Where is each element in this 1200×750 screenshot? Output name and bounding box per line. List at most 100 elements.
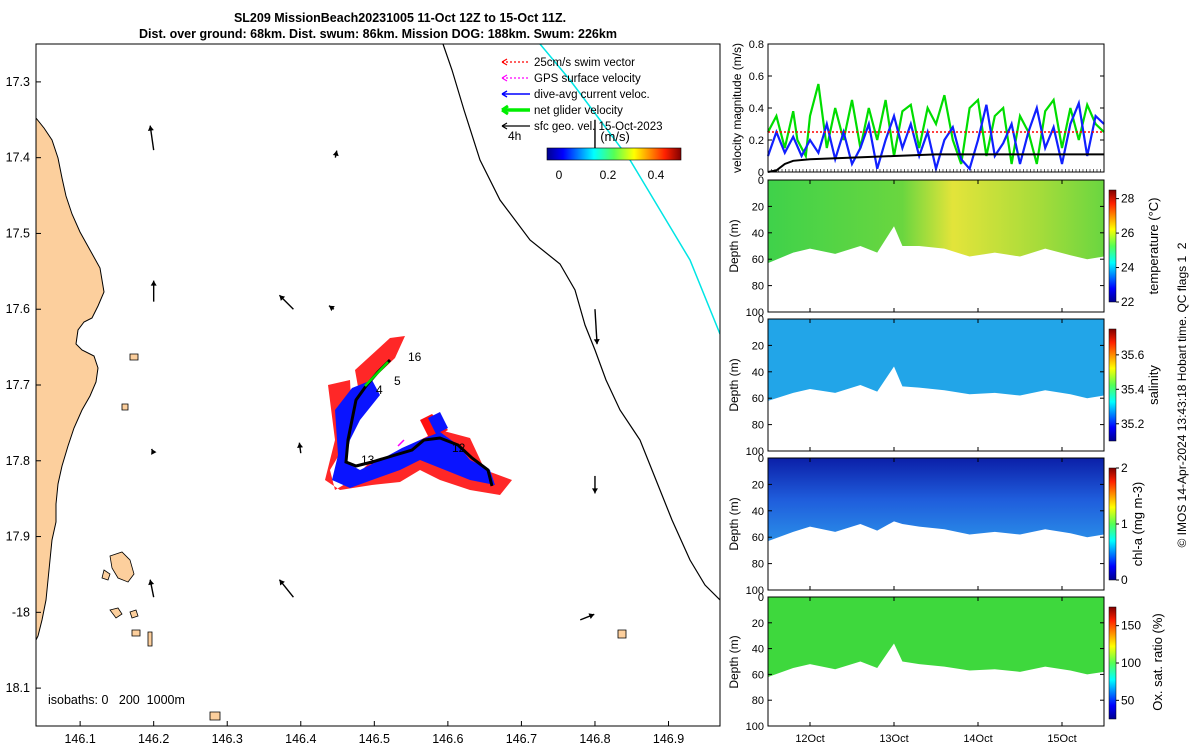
geo-velocity-arrow [148,579,155,598]
chla-axes: 0 20 40 60 80 100 [746,453,1104,597]
depth-tick-label: 80 [752,281,764,293]
oxygen-ylabel: Depth (m) [727,635,741,688]
geo-velocity-arrow [332,150,339,158]
island [129,609,139,619]
depth-tick-label: 60 [752,532,764,544]
map-x-tick-label: 146.2 [138,732,169,746]
map-legend: 25cm/s swim vector GPS surface velocity … [501,57,662,143]
map-y-tick-label: 17.4 [6,151,30,165]
glider-track-net-velocity [364,361,389,387]
colorbar-tick-label: 35.4 [1121,382,1145,396]
velocity-ylabel: velocity magnitude (m/s) [730,43,744,173]
depth-tick-label: 0 [758,175,764,187]
geo-velocity-arrow [278,579,294,598]
geo-velocity-arrow [593,309,600,345]
island [121,403,129,411]
gps-surface-velocity [397,439,405,447]
depth-tick-label: 0 [758,314,764,326]
velocity-panel: 0 0.2 0.4 0.6 0.8 velocity magnitude (m/s) [730,39,1105,179]
geo-velocity-arrow [147,125,155,151]
depth-tick-label: 40 [752,506,764,518]
legend-label-current: dive-avg current veloc. [534,89,650,101]
velocity-y-tick-label: 0.6 [749,71,764,83]
depth-tick-label: 80 [752,420,764,432]
map-colorbar-tick: 0.4 [648,168,665,182]
colorbar-tick-label: 0 [1121,573,1128,587]
map-x-tick-label: 146.7 [506,732,537,746]
map-x-tick-label: 146.5 [359,732,390,746]
depth-tick-label: 60 [752,393,764,405]
velocity-y-tick-label: 0.4 [749,103,764,115]
velocity-series-line [766,99,1105,174]
time-marker-label: 4h [508,129,521,143]
velocity-series-line [767,83,1105,165]
depth-tick-label: 40 [752,228,764,240]
map-y-tick-label: -18 [12,605,30,619]
temperature-section [768,180,1104,264]
temperature-colorbar [1108,189,1117,303]
islands [101,353,627,721]
depth-tick-label: 40 [752,644,764,656]
current-vector-cloud [332,380,495,488]
map-y-tick-label: 17.5 [6,226,30,240]
geo-velocity-vectors [147,119,600,621]
time-tick-label: 14Oct [963,733,992,745]
colorbar-tick-label: 24 [1121,261,1135,275]
map-panel: SL209 MissionBeach20231005 11-Oct 12Z to… [6,11,721,746]
chla-ylabel: Depth (m) [727,497,741,550]
geo-velocity-arrow [297,442,304,454]
map-colorbar-tick: 0.2 [600,168,617,182]
island [101,569,111,581]
current-vector-cloud [428,412,448,434]
map-title-line2: Dist. over ground: 68km. Dist. swum: 86k… [139,27,617,41]
colorbar-tick-label: 26 [1121,226,1135,240]
legend-label-net: net glider velocity [534,105,623,117]
track-label: 5 [394,374,401,388]
island [109,607,123,619]
map-plot-area: 16 5 4 13 12 25cm/s swim vector GPS surf… [36,44,720,726]
map-y-tick-label: 17.3 [6,75,30,89]
depth-tick-label: 100 [746,307,764,319]
time-tick-label: 15Oct [1047,733,1076,745]
geo-velocity-arrow [579,613,595,621]
salinity-axes: 0 20 40 60 80 100 [746,314,1104,458]
temperature-ylabel: Depth (m) [727,219,741,272]
island [209,711,221,721]
colorbar-tick-label: 1 [1121,517,1128,531]
salinity-frame [767,318,1105,452]
oxygen-colorbar-ticks: 50 100 150 [1116,619,1141,707]
map-axes: 146.1 146.2 146.3 146.4 146.5 146.6 146.7 146.8… [6,75,685,746]
map-y-tick-label: 17.6 [6,302,30,316]
oxygen-colorbar-label: Ox. sat. ratio (%) [1150,613,1165,711]
temperature-axes: 0 20 40 60 80 100 [746,175,1104,319]
chla-colorbar-label: chl-a (mg m-3) [1130,482,1145,567]
map-colorbar-tick: 0 [556,168,563,182]
glider-track [344,358,494,487]
salinity-colorbar [1108,328,1117,442]
legend-label-geo: sfc geo. vel. 15-Oct-2023 [534,121,662,133]
salinity-colorbar-ticks: 35.2 35.4 35.6 [1116,348,1145,431]
depth-tick-label: 100 [746,446,764,458]
map-x-tick-label: 146.8 [579,732,610,746]
map-x-tick-label: 146.9 [653,732,684,746]
map-colorbar-label: (m/s) [600,129,630,144]
time-tick-label: 12Oct [795,733,824,745]
map-x-tick-label: 146.1 [64,732,95,746]
track-label: 16 [408,350,422,364]
map-title-line1: SL209 MissionBeach20231005 11-Oct 12Z to… [234,11,566,25]
legend-label-gps: GPS surface velocity [534,73,641,85]
depth-tick-label: 60 [752,669,764,681]
depth-tick-label: 80 [752,559,764,571]
colorbar-tick-label: 28 [1121,192,1135,206]
velocity-axes: 0 0.2 0.4 0.6 0.8 [749,39,1105,179]
island [109,551,135,583]
depth-tick-label: 80 [752,695,764,707]
isobath-200m [442,44,720,601]
salinity-ylabel: Depth (m) [727,358,741,411]
island [129,353,139,361]
colorbar-tick-label: 2 [1121,461,1128,475]
salinity-colorbar-label: salinity [1146,365,1161,405]
depth-tick-label: 20 [752,340,764,352]
island [617,629,627,639]
